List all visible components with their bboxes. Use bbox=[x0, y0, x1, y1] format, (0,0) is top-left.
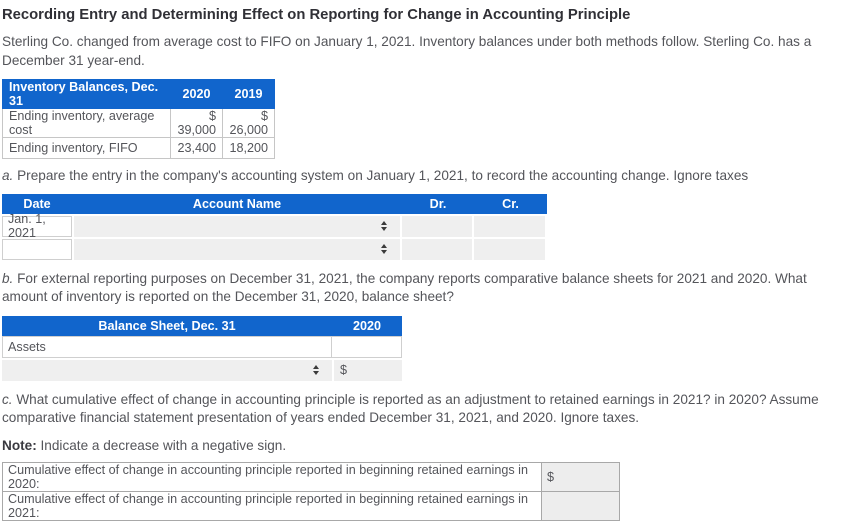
cumulative-input-2021[interactable] bbox=[541, 491, 620, 521]
balance-sheet-amount-input[interactable]: $ bbox=[334, 359, 402, 381]
inventory-row-label: Ending inventory, average cost bbox=[2, 108, 171, 138]
balance-sheet-assets-row: Assets bbox=[2, 335, 402, 358]
journal-date-cell: Jan. 1, 2021 bbox=[2, 212, 72, 240]
intro-text: Sterling Co. changed from average cost t… bbox=[2, 34, 812, 68]
inventory-value-2019: 18,200 bbox=[222, 137, 275, 159]
account-name-select-row2[interactable] bbox=[74, 238, 400, 260]
balance-sheet-account-select[interactable] bbox=[2, 359, 332, 381]
inventory-header-label: Inventory Balances, Dec. 31 bbox=[2, 79, 171, 109]
part-b-letter: b. bbox=[2, 270, 14, 286]
journal-header-dr: Dr. bbox=[429, 196, 447, 211]
balance-sheet-header-row: Balance Sheet, Dec. 31 2020 bbox=[2, 315, 402, 336]
inventory-value-2020: 23,400 bbox=[170, 137, 223, 159]
select-arrows-icon bbox=[313, 365, 319, 375]
balance-sheet-input-row: $ bbox=[2, 359, 402, 381]
select-arrows-icon bbox=[381, 244, 387, 254]
select-arrows-icon bbox=[381, 221, 387, 231]
part-c-sentence: What cumulative effect of change in acco… bbox=[2, 391, 819, 426]
journal-header-date: Date bbox=[23, 196, 51, 211]
dr-input-row2[interactable] bbox=[402, 238, 472, 260]
cr-input-row1[interactable] bbox=[474, 215, 545, 237]
part-a-text: a. Prepare the entry in the company's ac… bbox=[2, 167, 848, 186]
journal-date-cell bbox=[2, 238, 72, 260]
inventory-header-2020: 2020 bbox=[170, 79, 223, 109]
table-row: Ending inventory, average cost $ 39,000 … bbox=[2, 108, 275, 138]
page-title: Recording Entry and Determining Effect o… bbox=[2, 7, 631, 23]
note-text: Note: Indicate a decrease with a negativ… bbox=[2, 437, 848, 456]
inventory-value-2020: $ 39,000 bbox=[170, 108, 223, 138]
part-c-text: c. What cumulative effect of change in a… bbox=[2, 391, 848, 428]
part-a-sentence: Prepare the entry in the company's accou… bbox=[13, 168, 749, 183]
inventory-header-2019: 2019 bbox=[222, 79, 275, 109]
journal-row-2 bbox=[2, 238, 547, 260]
table-row: Cumulative effect of change in accountin… bbox=[2, 462, 620, 492]
part-a-letter: a. bbox=[2, 168, 14, 183]
inventory-row-label: Ending inventory, FIFO bbox=[2, 137, 171, 159]
journal-header-row: Date Account Name Dr. Cr. bbox=[2, 193, 547, 214]
note-label: Note: bbox=[2, 437, 37, 453]
part-b-text: b. For external reporting purposes on De… bbox=[2, 270, 848, 307]
part-b-sentence: For external reporting purposes on Decem… bbox=[2, 270, 807, 305]
table-row: Ending inventory, FIFO 23,400 18,200 bbox=[2, 137, 275, 159]
cr-input-row2[interactable] bbox=[474, 238, 545, 260]
balance-sheet-year: 2020 bbox=[352, 318, 382, 333]
journal-row-1: Jan. 1, 2021 bbox=[2, 212, 547, 240]
journal-header-cr: Cr. bbox=[502, 196, 519, 211]
part-c-letter: c. bbox=[2, 391, 13, 407]
cumulative-input-2020[interactable]: $ bbox=[541, 462, 620, 492]
journal-entry-table: Date Account Name Dr. Cr. Jan. 1, 2021 bbox=[2, 193, 547, 260]
currency-prefix: $ bbox=[340, 363, 348, 377]
inventory-value-2019: $ 26,000 bbox=[222, 108, 275, 138]
cumulative-label-2021: Cumulative effect of change in accountin… bbox=[2, 491, 542, 521]
cumulative-label-2020: Cumulative effect of change in accountin… bbox=[2, 462, 542, 492]
account-name-select-row1[interactable] bbox=[74, 215, 400, 237]
table-row: Cumulative effect of change in accountin… bbox=[2, 491, 620, 521]
dr-input-row1[interactable] bbox=[402, 215, 472, 237]
assets-value-cell bbox=[332, 335, 402, 358]
currency-prefix: $ bbox=[547, 470, 555, 484]
cumulative-effect-table: Cumulative effect of change in accountin… bbox=[2, 462, 620, 521]
inventory-balances-table: Inventory Balances, Dec. 31 2020 2019 En… bbox=[2, 79, 275, 159]
assets-label: Assets bbox=[2, 335, 332, 358]
note-sentence: Indicate a decrease with a negative sign… bbox=[36, 437, 287, 453]
journal-header-account: Account Name bbox=[192, 196, 282, 211]
balance-sheet-table: Balance Sheet, Dec. 31 2020 Assets $ bbox=[2, 315, 402, 381]
balance-sheet-title: Balance Sheet, Dec. 31 bbox=[98, 318, 236, 333]
